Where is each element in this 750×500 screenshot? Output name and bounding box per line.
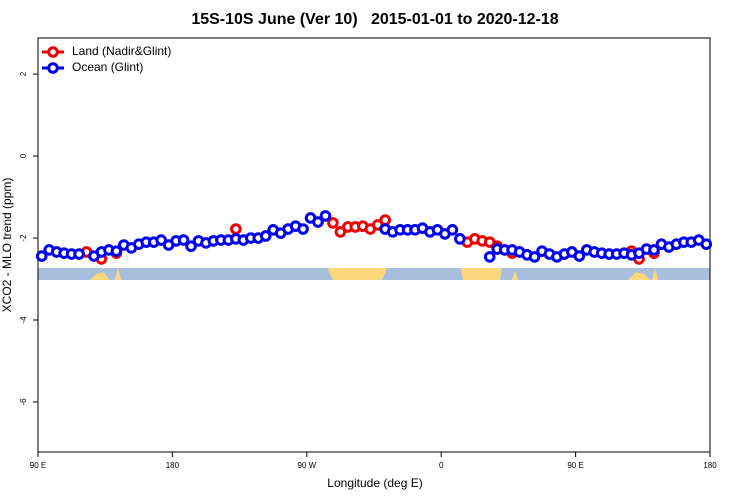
data-point (155, 234, 167, 246)
data-point (177, 234, 190, 246)
data-point (319, 210, 332, 222)
data-point (454, 233, 466, 245)
data-point (230, 223, 242, 235)
y-tick-label: -6 (19, 398, 28, 406)
data-point (110, 245, 123, 257)
y-tick-label: -4 (19, 316, 28, 324)
land-patch (90, 272, 110, 280)
chart-title: 15S-10S June (Ver 10) 2015-01-01 to 2020… (191, 11, 558, 28)
x-tick-label: 90 E (567, 461, 583, 470)
data-point (35, 250, 48, 262)
data-point (334, 226, 347, 238)
data-point (73, 248, 85, 260)
data-point (528, 251, 541, 263)
legend-marker (47, 46, 59, 58)
land-patch (512, 270, 518, 280)
map-strip (38, 268, 710, 280)
land-patch (628, 272, 650, 280)
y-tick-label: -2 (19, 234, 28, 242)
data-point (483, 251, 496, 263)
y-axis-label: XCO2 - MLO trend (ppm) (0, 178, 14, 313)
land-patch (115, 268, 121, 280)
data-point (259, 230, 272, 242)
data-point (446, 224, 459, 236)
x-axis-label: Longitude (deg E) (327, 476, 422, 490)
y-tick-label: 2 (19, 71, 28, 76)
land-patch (327, 268, 387, 280)
x-tick-label: 90 E (30, 461, 46, 470)
data-point (327, 217, 339, 229)
data-point (312, 216, 324, 228)
data-point (297, 223, 309, 235)
land-patch (652, 268, 658, 280)
data-point (573, 250, 586, 262)
x-tick-label: 0 (439, 461, 444, 470)
x-tick-label: 180 (703, 461, 717, 470)
x-tick-label: 180 (166, 461, 180, 470)
data-point (700, 238, 713, 250)
land-patch (461, 268, 502, 280)
x-tick-label: 90 W (297, 461, 316, 470)
legend-marker (47, 62, 59, 74)
data-point (648, 244, 660, 256)
data-point (185, 240, 197, 253)
data-point (379, 214, 392, 226)
legend-label: Ocean (Glint) (72, 60, 143, 74)
legend-label: Land (Nadir&Glint) (72, 44, 171, 58)
y-tick-label: 0 (19, 153, 28, 158)
